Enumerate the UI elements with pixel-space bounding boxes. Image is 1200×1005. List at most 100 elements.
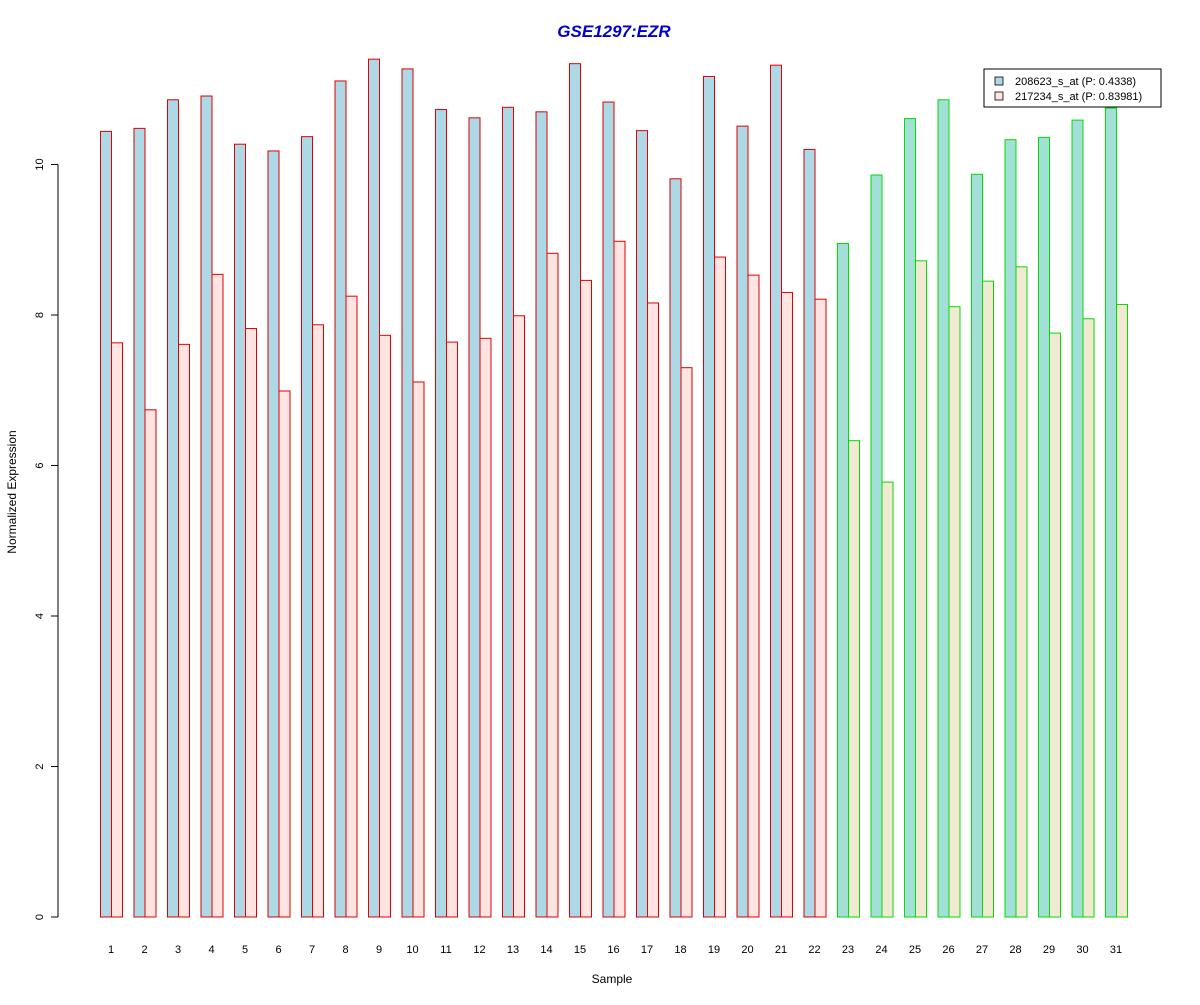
bar-sample-1-series-2	[111, 342, 123, 918]
x-axis-tick-label: 27	[976, 944, 988, 956]
bar-sample-28-series-1	[1004, 139, 1017, 918]
x-axis-tick-label: 26	[942, 944, 954, 956]
bar-sample-25-series-2	[915, 260, 927, 918]
bar-sample-21-series-1	[770, 64, 782, 918]
legend-swatch-1	[994, 76, 1004, 86]
y-axis: 0 2 4 6 8 10	[34, 158, 59, 920]
x-axis-tick-label: 20	[741, 944, 753, 956]
legend: 208623_s_at (P: 0.4338) 217234_s_at (P: …	[983, 68, 1162, 108]
bar-sample-16-series-1	[602, 101, 615, 918]
bar-sample-30-series-1	[1071, 119, 1084, 918]
bar-sample-13-series-1	[502, 106, 514, 918]
bar-sample-8-series-1	[334, 80, 347, 918]
x-axis-tick-label: 7	[309, 944, 315, 956]
bar-sample-27-series-2	[982, 280, 994, 918]
bar-sample-21-series-2	[781, 291, 793, 918]
bar-sample-26-series-2	[948, 306, 961, 918]
bar-sample-8-series-2	[345, 295, 358, 918]
y-axis-tick-label: 8	[34, 312, 46, 318]
bar-sample-6-series-2	[278, 390, 291, 918]
bar-sample-19-series-1	[703, 75, 715, 918]
y-axis-tick-label: 2	[34, 763, 46, 769]
bar-sample-27-series-1	[971, 173, 983, 918]
bar-sample-28-series-2	[1015, 266, 1028, 918]
x-axis-tick-label: 25	[909, 944, 921, 956]
legend-box	[983, 68, 1162, 108]
x-axis-tick-label: 12	[473, 944, 485, 956]
x-axis-tick-label: 29	[1043, 944, 1055, 956]
bar-sample-3-series-2	[178, 343, 190, 918]
bar-sample-23-series-1	[837, 243, 849, 918]
y-axis-title: Normalized Expression	[5, 430, 19, 553]
x-axis-tick-labels: 1 2 3 4 5 6 7 8 9 10 11 12 13 14 15 16 17 18 19 20 21 22 23 24 2…	[108, 944, 1122, 956]
bar-sample-10-series-2	[412, 381, 425, 918]
x-axis-tick-label: 30	[1076, 944, 1088, 956]
bar-sample-25-series-1	[904, 118, 916, 918]
x-axis-tick-label: 2	[141, 944, 147, 956]
x-axis-tick-label: 6	[275, 944, 281, 956]
bar-sample-18-series-2	[680, 367, 693, 918]
bar-sample-24-series-1	[870, 174, 883, 918]
y-axis-tick-label: 10	[34, 158, 46, 170]
bar-sample-7-series-2	[312, 324, 324, 918]
x-axis-tick-label: 18	[674, 944, 686, 956]
bar-sample-29-series-1	[1038, 136, 1050, 918]
bar-sample-2-series-2	[144, 409, 157, 918]
bar-sample-31-series-1	[1105, 107, 1117, 918]
bar-sample-4-series-1	[200, 95, 213, 918]
x-axis-tick-label: 23	[842, 944, 854, 956]
bar-sample-12-series-1	[468, 117, 481, 918]
bar-sample-22-series-1	[803, 148, 816, 918]
x-axis-tick-label: 22	[808, 944, 820, 956]
legend-label-2: 217234_s_at (P: 0.83981)	[1015, 91, 1142, 103]
bar-sample-23-series-2	[848, 440, 860, 918]
bar-sample-17-series-1	[636, 130, 648, 918]
x-axis-tick-label: 31	[1110, 944, 1122, 956]
bar-sample-29-series-2	[1049, 332, 1061, 918]
bar-sample-13-series-2	[513, 315, 525, 918]
x-axis-tick-label: 11	[440, 944, 451, 956]
x-axis-tick-label: 28	[1009, 944, 1021, 956]
bar-sample-9-series-2	[379, 334, 391, 918]
x-axis-tick-label: 17	[641, 944, 653, 956]
x-axis-tick-label: 5	[242, 944, 248, 956]
bar-sample-9-series-1	[368, 58, 380, 918]
y-axis-tick-label: 0	[34, 914, 46, 920]
x-axis-tick-label: 14	[540, 944, 552, 956]
bar-sample-24-series-2	[881, 481, 894, 918]
x-axis-tick-label: 16	[607, 944, 619, 956]
x-axis-tick-label: 4	[208, 944, 214, 956]
legend-label-1: 208623_s_at (P: 0.4338)	[1015, 76, 1136, 88]
x-axis-tick-label: 24	[875, 944, 887, 956]
bar-sample-30-series-2	[1082, 318, 1095, 918]
bar-sample-26-series-1	[937, 99, 950, 918]
bar-sample-12-series-2	[479, 337, 492, 918]
x-axis-tick-label: 9	[376, 944, 382, 956]
bar-sample-14-series-1	[535, 111, 548, 918]
bar-sample-10-series-1	[401, 68, 414, 918]
bar-sample-3-series-1	[167, 99, 179, 918]
y-axis-tick-label: 6	[34, 462, 46, 468]
bar-sample-16-series-2	[613, 240, 626, 918]
bar-sample-6-series-1	[267, 150, 280, 918]
bar-sample-15-series-2	[580, 279, 592, 918]
bar-sample-18-series-1	[669, 178, 682, 918]
bar-sample-15-series-1	[569, 63, 581, 918]
bar-sample-11-series-1	[435, 109, 447, 918]
bar-sample-31-series-2	[1116, 303, 1128, 918]
x-axis-tick-label: 13	[507, 944, 519, 956]
bar-sample-5-series-1	[234, 143, 246, 918]
x-axis-tick-label: 3	[175, 944, 181, 956]
bar-sample-4-series-2	[211, 273, 224, 918]
bar-sample-17-series-2	[647, 302, 659, 918]
x-axis-tick-label: 19	[708, 944, 720, 956]
bar-sample-11-series-2	[446, 341, 458, 918]
x-axis-tick-label: 21	[775, 944, 787, 956]
bar-sample-14-series-2	[546, 252, 559, 918]
bars-layer	[100, 58, 1128, 918]
x-axis-tick-label: 15	[574, 944, 586, 956]
chart-title: GSE1297:EZR	[557, 22, 671, 41]
x-axis-tick-label: 8	[342, 944, 348, 956]
